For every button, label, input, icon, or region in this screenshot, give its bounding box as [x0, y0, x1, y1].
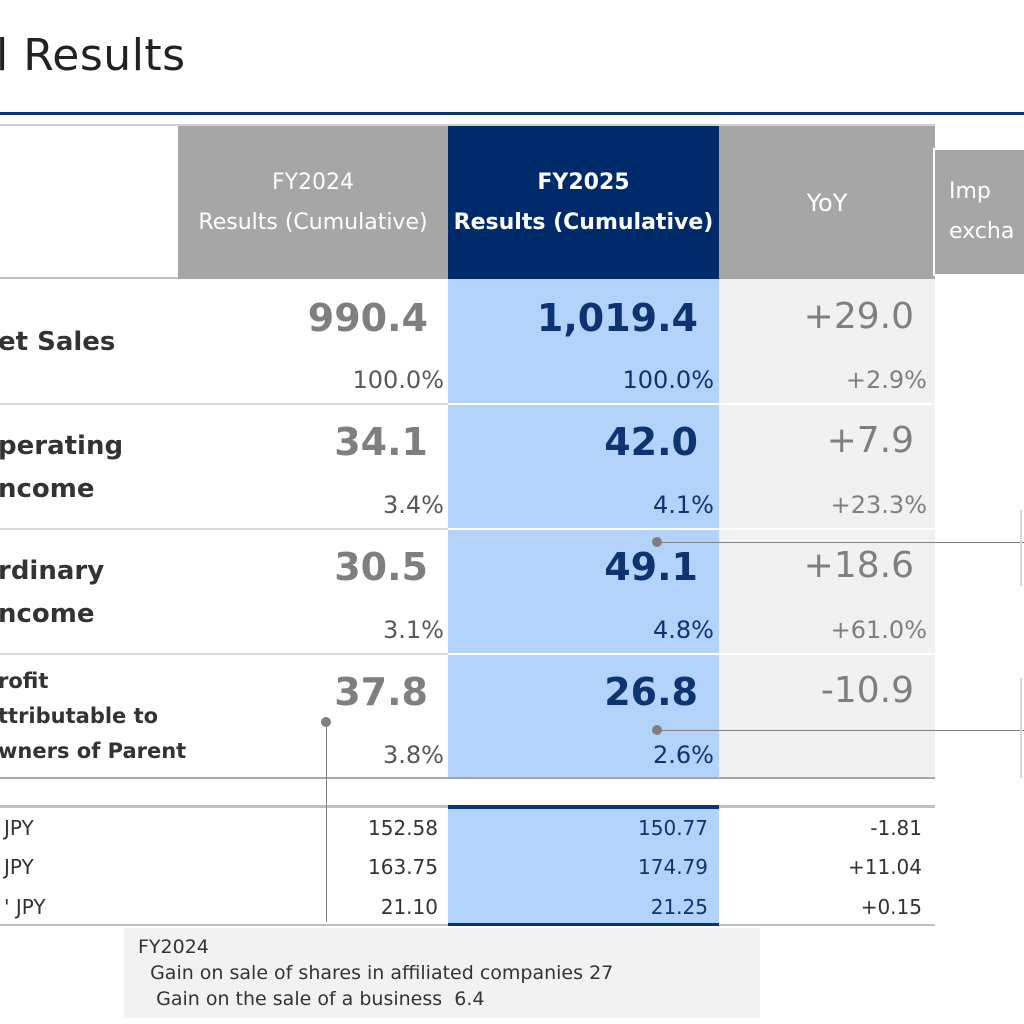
row-label-ordinary-income-line1: rdinary	[0, 556, 105, 586]
table-top-rule	[0, 124, 935, 126]
fx-row-fy2024: 163.75	[368, 855, 438, 879]
operating-income-yoy-pct: +23.3%	[830, 491, 927, 519]
operating-income-fy2024: 34.1	[334, 420, 428, 464]
header-fy2025-subtitle: Results (Cumulative)	[453, 209, 714, 235]
callout-box-edge	[1020, 510, 1024, 586]
net-sales-yoy: +29.0	[803, 296, 914, 337]
header-fy2025: FY2025 Results (Cumulative)	[448, 126, 719, 279]
row-divider	[0, 528, 448, 530]
ordinary-income-fy2025: 49.1	[604, 545, 698, 589]
fx-fy2025-bottom-rule	[448, 923, 719, 926]
note-line-2: Gain on the sale of a business 6.4	[138, 988, 485, 1010]
header-impact-line2: excha	[949, 219, 1015, 244]
profit-fy2024: 37.8	[334, 670, 428, 714]
profit-fy2024-pct: 3.8%	[383, 741, 444, 769]
profit-yoy: -10.9	[820, 670, 914, 711]
title-underline	[0, 112, 1024, 115]
callout-connector-line	[657, 730, 1024, 731]
row-divider	[448, 528, 935, 530]
fx-fy2025-top-rule	[448, 805, 719, 809]
ordinary-income-fy2024: 30.5	[334, 545, 428, 589]
fx-row-fy2024: 21.10	[380, 895, 438, 919]
note-heading: FY2024	[138, 936, 209, 958]
row-label-profit-line2: ttributable to	[0, 704, 159, 728]
operating-income-fy2024-pct: 3.4%	[383, 491, 444, 519]
header-yoy-label: YoY	[806, 188, 848, 217]
fx-row-yoy: -1.81	[870, 816, 922, 840]
net-sales-fy2024-pct: 100.0%	[352, 366, 444, 394]
header-yoy: YoY	[719, 126, 935, 279]
net-sales-fy2025: 1,019.4	[536, 296, 698, 340]
profit-fy2025-pct: 2.6%	[653, 741, 714, 769]
callout-dot	[321, 717, 331, 727]
fx-row-label: JPY	[4, 816, 34, 840]
row-divider	[0, 403, 448, 405]
page-title: l Results	[0, 30, 186, 81]
operating-income-fy2025-pct: 4.1%	[653, 491, 714, 519]
net-sales-yoy-pct: +2.9%	[845, 366, 927, 394]
fx-row-yoy: +0.15	[860, 895, 922, 919]
header-fy2025-year: FY2025	[537, 169, 630, 195]
section-divider	[0, 777, 935, 779]
header-impact-exchange: Imp excha	[933, 148, 1024, 276]
operating-income-fy2025: 42.0	[604, 420, 698, 464]
note-line-1: Gain on sale of shares in affiliated com…	[138, 962, 614, 984]
header-left-divider	[0, 277, 178, 279]
callout-box-edge	[1020, 678, 1024, 778]
operating-income-yoy: +7.9	[826, 420, 914, 461]
net-sales-fy2025-pct: 100.0%	[622, 366, 714, 394]
fx-row-fy2025: 150.77	[638, 816, 708, 840]
row-label-ordinary-income-line2: ncome	[0, 599, 95, 629]
row-label-operating-income-line2: ncome	[0, 474, 95, 504]
fx-row-label: JPY	[4, 855, 34, 879]
fx-row-fy2025: 21.25	[650, 895, 708, 919]
row-label-net-sales: et Sales	[0, 327, 116, 357]
row-divider	[448, 403, 935, 405]
fy2024-note-box: FY2024 Gain on sale of shares in affilia…	[124, 928, 760, 1018]
fx-row-fy2025: 174.79	[638, 855, 708, 879]
row-label-profit-line3: wners of Parent	[0, 739, 187, 763]
fx-row-label: ' JPY	[4, 895, 46, 919]
header-fy2024-subtitle: Results (Cumulative)	[198, 209, 428, 235]
callout-connector-line	[326, 722, 327, 922]
fx-row-yoy: +11.04	[847, 855, 922, 879]
header-fy2024-year: FY2024	[271, 169, 355, 195]
fx-fy2025-highlight	[448, 808, 719, 925]
fx-row-fy2024: 152.58	[368, 816, 438, 840]
profit-fy2025: 26.8	[604, 670, 698, 714]
row-divider	[448, 653, 935, 655]
header-fy2024: FY2024 Results (Cumulative)	[178, 126, 448, 279]
row-label-operating-income-line1: perating	[0, 431, 124, 461]
ordinary-income-fy2024-pct: 3.1%	[383, 616, 444, 644]
callout-connector-line	[657, 542, 1024, 543]
row-divider	[0, 653, 448, 655]
ordinary-income-yoy: +18.6	[803, 545, 914, 586]
row-label-profit-line1: rofit	[0, 669, 49, 693]
header-impact-line1: Imp	[949, 179, 991, 204]
ordinary-income-fy2025-pct: 4.8%	[653, 616, 714, 644]
net-sales-fy2024: 990.4	[307, 296, 428, 340]
ordinary-income-yoy-pct: +61.0%	[830, 616, 927, 644]
